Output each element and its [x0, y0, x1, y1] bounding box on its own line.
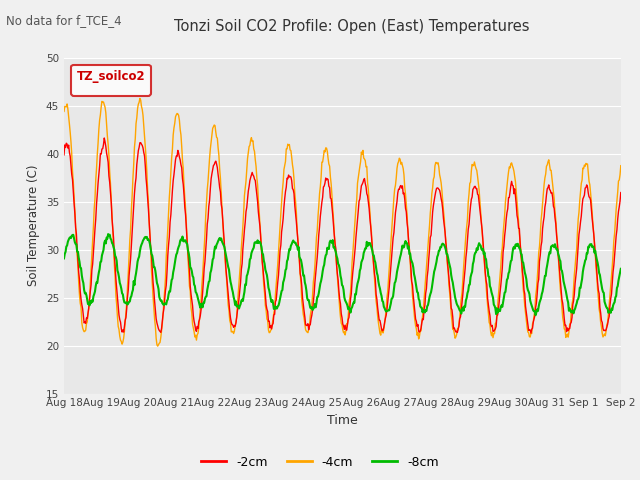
Legend: -2cm, -4cm, -8cm: -2cm, -4cm, -8cm — [196, 451, 444, 474]
Text: Tonzi Soil CO2 Profile: Open (East) Temperatures: Tonzi Soil CO2 Profile: Open (East) Temp… — [174, 19, 530, 34]
Legend:  — [71, 64, 150, 96]
Y-axis label: Soil Temperature (C): Soil Temperature (C) — [28, 165, 40, 287]
X-axis label: Time: Time — [327, 414, 358, 427]
Text: No data for f_TCE_4: No data for f_TCE_4 — [6, 14, 122, 27]
